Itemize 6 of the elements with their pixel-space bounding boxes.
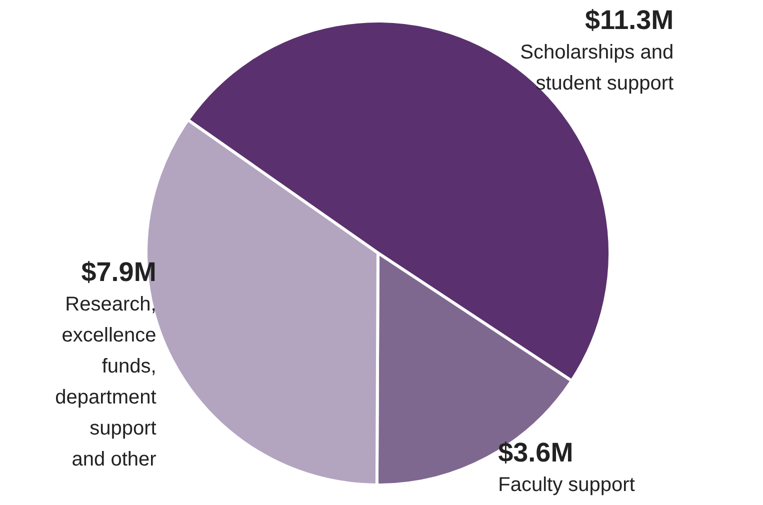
- data-label: $7.9M: [81, 257, 156, 288]
- slice-label: Faculty support: [498, 474, 636, 496]
- data-label: $11.3M: [585, 5, 674, 36]
- slice-label: Scholarships and student support: [520, 42, 674, 95]
- slice-label: Research, excellence funds, department support and other: [55, 294, 157, 471]
- data-label: $3.6M: [498, 438, 574, 468]
